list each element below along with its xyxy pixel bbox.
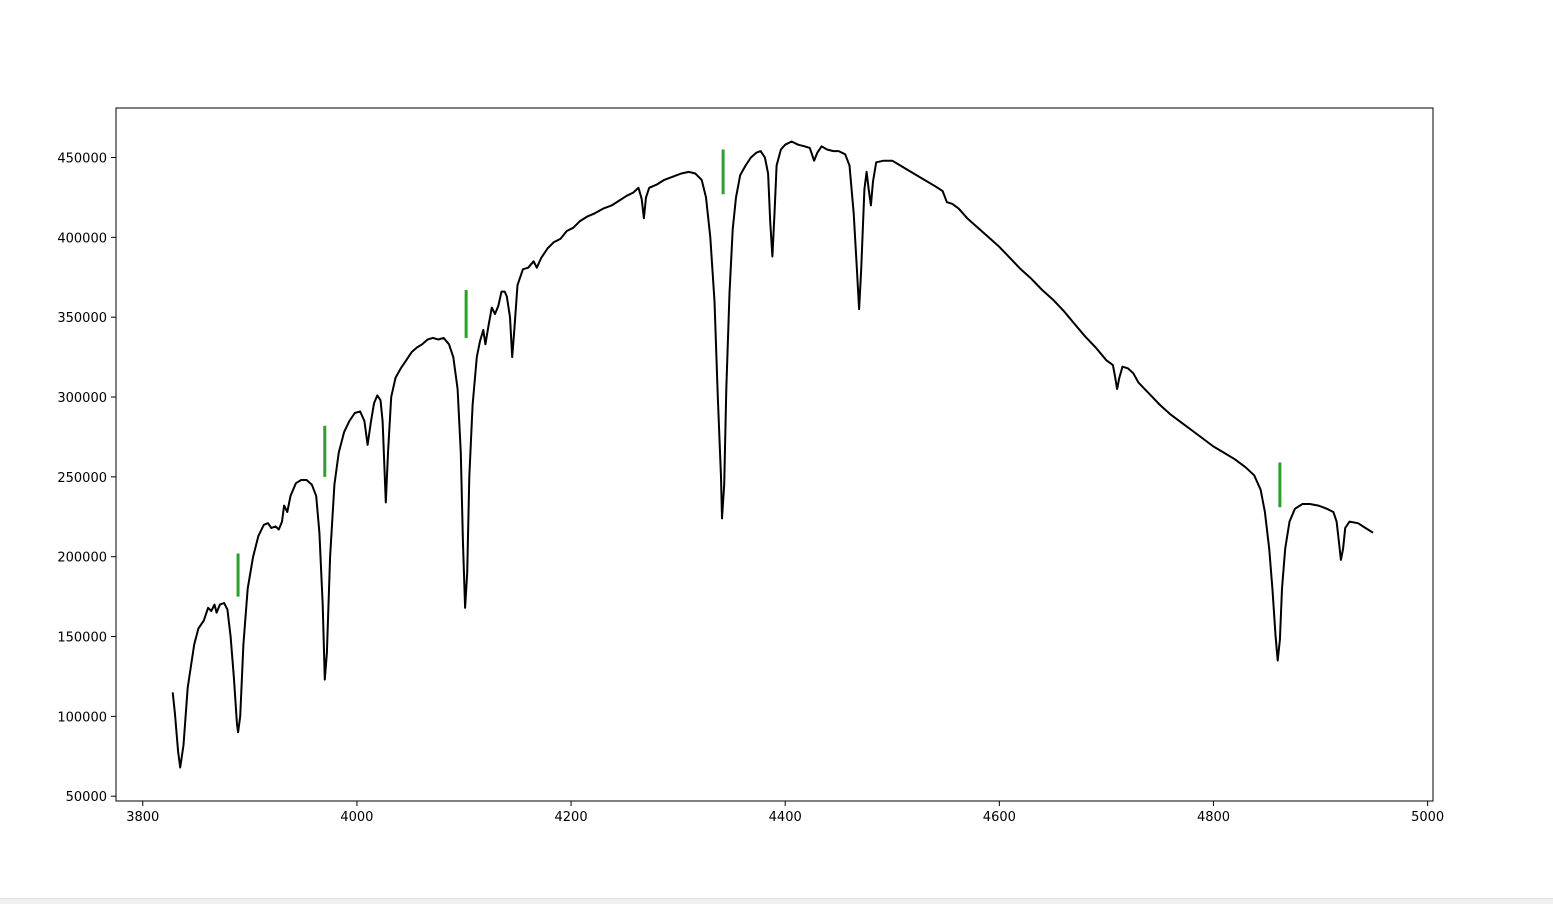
y-tick-label-0: 50000 <box>66 790 107 805</box>
x-tick-label-5: 4800 <box>1197 810 1230 825</box>
plot-frame <box>115 107 1434 802</box>
y-tick-label-6: 350000 <box>57 311 107 326</box>
y-tick-label-5: 300000 <box>57 391 107 406</box>
x-tick-label-3: 4400 <box>769 810 802 825</box>
y-tick-label-1: 100000 <box>57 710 107 725</box>
x-tick-label-4: 4600 <box>983 810 1016 825</box>
spectrum-line-0 <box>171 140 1374 769</box>
bottom-toolbar-strip <box>0 898 1553 904</box>
x-tick-label-6: 5000 <box>1411 810 1444 825</box>
y-tick-label-8: 450000 <box>57 152 107 167</box>
y-tick-label-4: 250000 <box>57 471 107 486</box>
x-tick-label-0: 3800 <box>126 810 159 825</box>
x-tick-label-2: 4200 <box>555 810 588 825</box>
x-tick-label-1: 4000 <box>340 810 373 825</box>
y-tick-label-3: 200000 <box>57 551 107 566</box>
y-tick-label-7: 400000 <box>57 231 107 246</box>
y-tick-label-2: 150000 <box>57 631 107 646</box>
